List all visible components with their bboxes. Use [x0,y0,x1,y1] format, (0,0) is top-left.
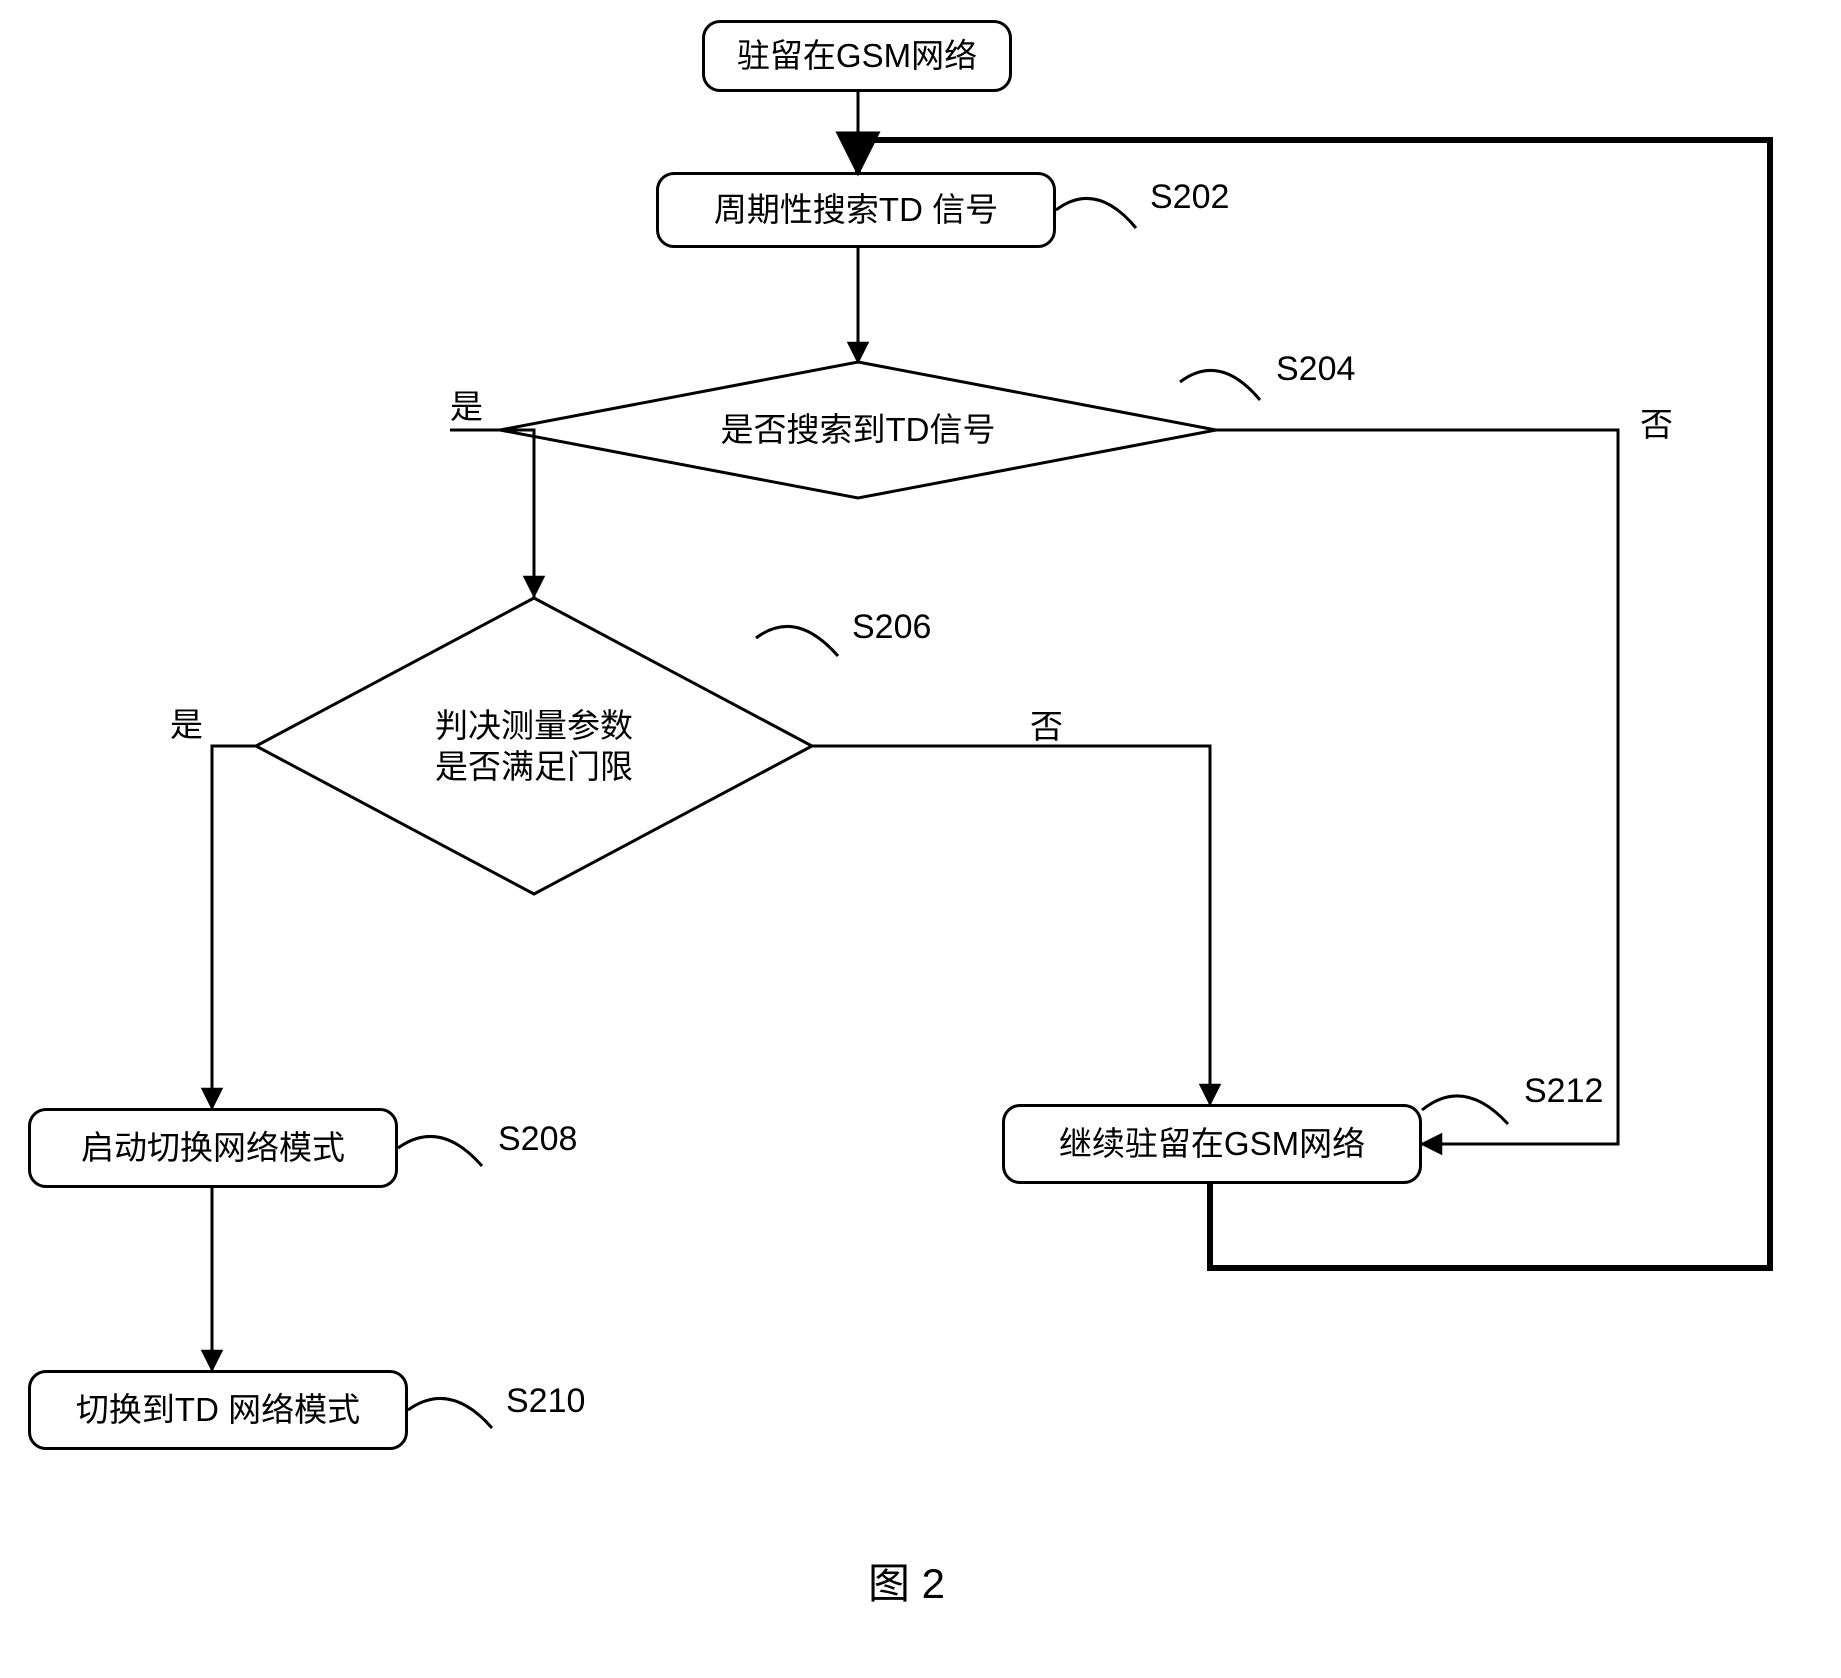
flowchart-canvas: 驻留在GSM网络 周期性搜索TD 信号 是否搜索到TD信号 判决测量参数 是否满… [0,0,1841,1678]
step-label-s208: S208 [498,1120,577,1159]
node-start: 驻留在GSM网络 [702,20,1012,92]
branch-s204-no: 否 [1640,398,1673,446]
node-s212: 继续驻留在GSM网络 [1002,1104,1422,1184]
branch-s206-yes: 是 [170,698,203,746]
node-s204-text: 是否搜索到TD信号 [721,409,996,450]
step-label-s206: S206 [852,608,931,647]
step-label-s210: S210 [506,1382,585,1421]
node-s208: 启动切换网络模式 [28,1108,398,1188]
node-s210-text: 切换到TD 网络模式 [76,1391,360,1429]
node-s212-text: 继续驻留在GSM网络 [1059,1125,1365,1163]
node-s206-text: 判决测量参数 是否满足门限 [435,705,633,788]
node-s202: 周期性搜索TD 信号 [656,172,1056,248]
node-s208-text: 启动切换网络模式 [81,1129,345,1167]
node-s204-diamond: 是否搜索到TD信号 [498,360,1218,500]
branch-s204-yes: 是 [450,380,483,428]
figure-caption: 图 2 [868,1550,945,1611]
step-label-s204: S204 [1276,350,1355,389]
step-label-s202: S202 [1150,178,1229,217]
branch-s206-no: 否 [1030,700,1063,748]
node-s206-diamond: 判决测量参数 是否满足门限 [254,596,814,896]
step-label-s212: S212 [1524,1072,1603,1111]
node-s202-text: 周期性搜索TD 信号 [714,191,998,229]
node-start-text: 驻留在GSM网络 [737,37,977,75]
node-s210: 切换到TD 网络模式 [28,1370,408,1450]
